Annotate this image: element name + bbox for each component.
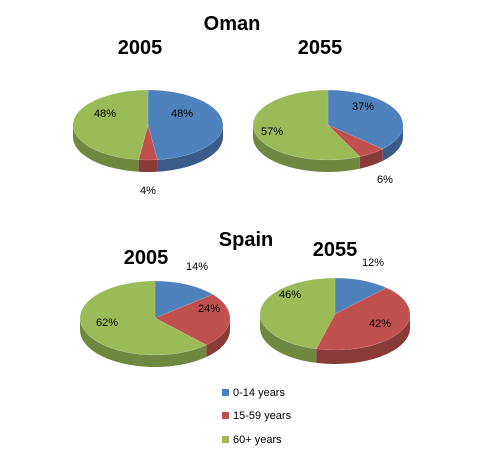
legend-label-0-14: 0-14 years (233, 387, 285, 399)
data-label-0-0: 48% (171, 108, 193, 120)
legend-label-15-59: 15-59 years (233, 410, 292, 422)
chart-title-oman-2005: 2005 (118, 37, 163, 59)
pie-slice-3-1 (315, 287, 411, 351)
pie-side-0-0 (157, 125, 223, 172)
pie-slice-1-1 (327, 124, 384, 157)
pie-slice-2-2 (79, 280, 207, 356)
chart-title-spain-2055: 2055 (313, 239, 358, 261)
legend-swatch-15-59 (222, 412, 229, 419)
pie-slice-2-0 (154, 280, 214, 319)
data-label-3-1: 42% (369, 318, 391, 330)
data-label-1-1: 6% (377, 174, 393, 186)
data-label-1-0: 37% (352, 101, 374, 113)
data-label-2-2: 62% (96, 317, 118, 329)
data-label-2-1: 24% (198, 303, 220, 315)
pie-slice-2-1 (154, 294, 231, 346)
data-label-3-0: 12% (362, 257, 384, 269)
pie-side-2-2 (80, 318, 207, 367)
pie-side-1-0 (382, 125, 403, 161)
legend: 0-14 years 15-59 years 60+ years (222, 387, 292, 446)
chart-title-spain-2005: 2005 (124, 247, 169, 269)
legend-swatch-0-14 (222, 389, 229, 396)
chart-title-oman-2055: 2055 (298, 37, 343, 59)
country-title-spain: Spain (219, 229, 273, 251)
pie-side-0-1 (138, 159, 158, 172)
pie-slice-1-0 (327, 89, 404, 150)
pie-side-0-2 (73, 125, 139, 172)
legend-label-60-plus: 60+ years (233, 434, 282, 446)
pie-slice-0-0 (147, 89, 224, 160)
pie-side-1-2 (253, 125, 360, 172)
pie-slice-3-2 (259, 277, 336, 350)
pie-side-3-2 (260, 314, 317, 363)
legend-swatch-60-plus (222, 436, 229, 443)
pie-side-1-1 (359, 148, 383, 169)
data-label-0-2: 48% (94, 108, 116, 120)
pie-side-2-1 (206, 318, 230, 357)
country-title-oman: Oman (204, 13, 261, 35)
pie-slice-0-2 (72, 89, 149, 160)
pie-side-3-1 (316, 314, 410, 364)
data-label-0-1: 4% (140, 185, 156, 197)
pie-slice-3-0 (334, 277, 387, 315)
data-label-1-2: 57% (261, 126, 283, 138)
data-label-2-0: 14% (186, 261, 208, 273)
pie-group: 48% 4% 48% 37% 6% 57% 14% 24% 62% 12% 42% 46% (72, 89, 411, 367)
data-label-3-2: 46% (279, 289, 301, 301)
pie-slice-0-1 (138, 124, 158, 161)
pie-slice-1-2 (252, 89, 361, 161)
